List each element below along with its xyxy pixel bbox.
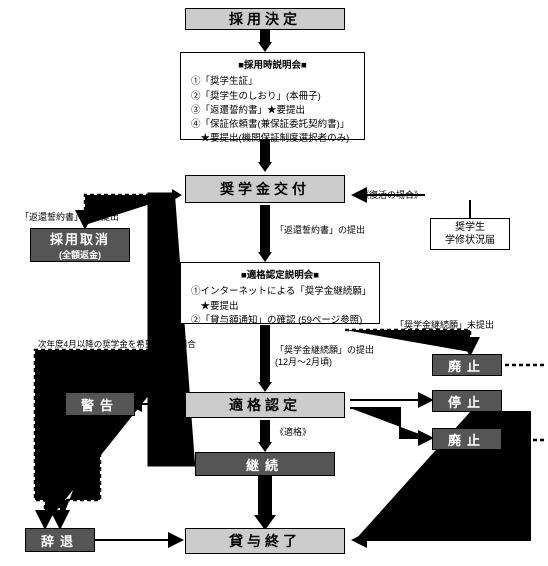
certmtg-hdr: ■適格認定説明会■ [191, 269, 369, 283]
nosubmit-pledge-label: 「返還誓約書」の未提出 [20, 210, 119, 223]
certmtg-box: ■適格認定説明会■ ①インターネットによる「奨学金継続願」 ★要提出 ②「貸与額… [180, 262, 380, 324]
status-box: 奨学生 学修状況届 [430, 218, 510, 250]
pass-label: 《適格》 [275, 425, 311, 438]
stop-label: 停止 [448, 392, 486, 411]
withdraw-label: 辞退 [41, 531, 79, 550]
orientation-line4b: ★要提出(機関保証制度選択者のみ) [191, 132, 354, 146]
grant-label: 奨学金交付 [220, 179, 310, 199]
nowish-label: 次年度4月以降の奨学金を希望しない場合 [38, 338, 196, 350]
grant-box: 奨学金交付 [185, 175, 345, 203]
abolish2-label: 廃止 [448, 430, 486, 449]
continue-box: 継続 [195, 452, 335, 476]
orientation-hdr: ■採用時説明会■ [191, 59, 354, 73]
abolish1-box: 廃止 [432, 354, 502, 376]
cancel-title: 採用取消 [50, 229, 110, 248]
orientation-line3: ③「返還誓約書」★要提出 [191, 104, 354, 118]
withdraw-box: 辞退 [25, 528, 95, 552]
decision-label: 採用決定 [229, 9, 301, 29]
warn-label: 警告 [81, 395, 119, 414]
end-label: 貸与終了 [229, 531, 301, 551]
cancel-box: 採用取消 (全額返金) [30, 228, 130, 262]
cancel-sub: (全額返金) [59, 248, 101, 261]
certmtg-line1: ①インターネットによる「奨学金継続願」 [191, 285, 369, 299]
revival-label: 《復活の場合》 [360, 188, 423, 201]
abolish1-label: 廃止 [448, 356, 486, 375]
orientation-line1: ①「奨学生証」 [191, 75, 354, 89]
cert-label: 適格認定 [229, 395, 301, 415]
nosubmit-renewal-label: 「奨学金継続願」未提出 [395, 318, 494, 331]
decision-box: 採用決定 [185, 8, 345, 30]
orientation-box: ■採用時説明会■ ①「奨学生証」 ②「奨学生のしおり」(本冊子) ③「返還誓約書… [180, 52, 365, 140]
status-label: 奨学生 学修状況届 [445, 221, 495, 247]
orientation-line4: ④「保証依頼書(兼保証委託契約書)」 [191, 118, 354, 132]
pledge-submit-label: 「返還誓約書」の提出 [275, 223, 365, 236]
orientation-line2: ②「奨学生のしおり」(本冊子) [191, 90, 354, 104]
certmtg-line1b: ★要提出 [191, 300, 369, 314]
certmtg-line2: ②「貸与額通知」の確認 (59ページ参照) [191, 314, 369, 328]
end-box: 貸与終了 [185, 528, 345, 554]
continue-label: 継続 [246, 455, 284, 474]
stop-box: 停止 [432, 390, 502, 412]
warn-box: 警告 [65, 392, 135, 416]
renewal-submit-label: 「奨学金継続願」の提出 (12月～2月頃) [275, 345, 374, 368]
cert-box: 適格認定 [185, 392, 345, 418]
abolish2-box: 廃止 [432, 428, 502, 450]
